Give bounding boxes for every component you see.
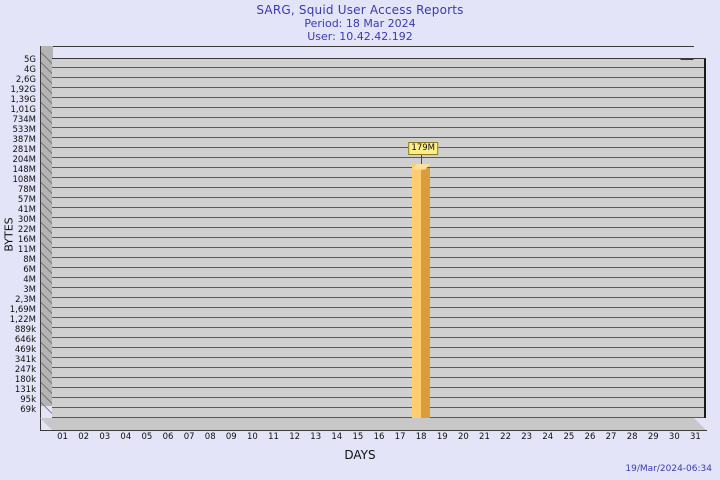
x-axis-tick-label: 14	[331, 432, 343, 442]
y-axis-tick-label: 1,39G	[10, 95, 36, 105]
x-axis-tick-label: 01	[57, 432, 68, 442]
x-axis-tick-label: 02	[78, 432, 90, 442]
y-axis-tick-label: 469k	[14, 345, 36, 355]
y-axis-tick-label: 4M	[23, 275, 36, 285]
y-axis-tick-label: 1,01G	[10, 105, 36, 115]
y-axis-tick-label: 8M	[23, 255, 36, 265]
x-axis-tick-label: 17	[394, 432, 406, 442]
report-user: User: 10.42.42.192	[307, 30, 413, 43]
y-axis-tick-label: 646k	[14, 335, 36, 345]
x-axis-tick-label: 19	[436, 432, 448, 442]
x-axis-tick-label: 10	[246, 432, 258, 442]
x-axis-tick-label: 25	[563, 432, 575, 442]
x-axis-tick-label: 12	[289, 432, 301, 442]
bar-right-face	[421, 167, 431, 418]
x-axis-tick-label: 08	[204, 432, 216, 442]
plot-top-edge	[52, 58, 706, 59]
bar-value-label: 179M	[408, 141, 438, 155]
bar-left-face	[412, 163, 422, 418]
x-axis-tick-label: 30	[668, 432, 680, 442]
y-axis-tick-label: 247k	[14, 365, 36, 375]
x-axis-tick-label: 24	[542, 432, 554, 442]
y-axis-tick-label: 734M	[12, 115, 36, 125]
x-axis-tick-label: 26	[584, 432, 596, 442]
x-axis-tick-label: 29	[647, 432, 659, 442]
y-axis-tick-label: 22M	[17, 225, 36, 235]
x-axis-tick-label: 05	[141, 432, 153, 442]
y-axis-tick-label: 281M	[12, 145, 36, 155]
x-axis-tick-label: 09	[225, 432, 237, 442]
y-axis-tick-label: 1,69M	[9, 305, 36, 315]
y-axis-tick-label: 1,92G	[10, 85, 36, 95]
x-axis-tick-label: 06	[162, 432, 174, 442]
x-axis-tick-label: 03	[99, 432, 111, 442]
x-axis-tick-label: 20	[457, 432, 469, 442]
y-axis-tick-label: 108M	[12, 175, 36, 185]
y-axis-tick-label: 1,22M	[9, 315, 36, 325]
x-axis-tick-label: 27	[605, 432, 617, 442]
x-axis-tick-label: 18	[415, 432, 427, 442]
y-axis-tick-label: 57M	[17, 195, 36, 205]
y-axis-tick-label: 6M	[23, 265, 36, 275]
y-axis-tick-label: 5G	[24, 55, 36, 65]
x-axis-tick-label: 16	[373, 432, 385, 442]
y-axis-tick-label: 30M	[17, 215, 36, 225]
y-axis-tick-label: 131k	[14, 385, 36, 395]
x-axis-tick-label: 28	[626, 432, 638, 442]
y-axis-tick-label: 3M	[23, 285, 36, 295]
x-axis-tick-label: 07	[183, 432, 195, 442]
y-axis-tick-label: 180k	[14, 375, 36, 385]
x-axis-tick-label: 21	[479, 432, 490, 442]
page-title: SARG, Squid User Access Reports	[256, 3, 464, 17]
x-axis-tick-label: 15	[352, 432, 364, 442]
x-axis-line	[40, 430, 707, 431]
generation-timestamp: 19/Mar/2024-06:34	[625, 464, 712, 474]
y-axis-tick-label: 204M	[12, 155, 36, 165]
y-axis-line	[40, 46, 41, 430]
x-axis-tick-label: 04	[120, 432, 132, 442]
bar-label-stem	[421, 154, 423, 164]
y-axis-tick-label: 11M	[17, 245, 36, 255]
y-axis-tick-label: 4G	[24, 65, 36, 75]
plot-depth-wall	[40, 46, 53, 425]
y-axis-tick-label: 387M	[12, 135, 36, 145]
y-axis-tick-label: 889k	[14, 325, 36, 335]
x-axis-tick-label: 13	[310, 432, 322, 442]
y-axis-labels: 5G 4G 2,6G 1,92G 1,39G 1,01G 734M 533M 387M 281M 2…	[0, 0, 38, 480]
bars-layer: 179M	[52, 58, 706, 418]
bar[interactable]	[412, 163, 431, 418]
plot-floor	[40, 418, 706, 430]
chart-title-block: SARG, Squid User Access Reports Period: …	[0, 3, 720, 44]
bar-top-face	[412, 163, 431, 170]
y-axis-title: BYTES	[2, 217, 16, 252]
y-axis-tick-label: 533M	[12, 125, 36, 135]
plot-back-top-edge	[40, 46, 694, 47]
y-axis-tick-label: 78M	[17, 185, 36, 195]
report-period: Period: 18 Mar 2024	[304, 17, 416, 30]
y-axis-tick-label: 2,6G	[15, 75, 36, 85]
x-axis-tick-label: 31	[690, 432, 701, 442]
y-axis-tick-label: 41M	[17, 205, 36, 215]
x-axis-tick-label: 23	[521, 432, 533, 442]
x-axis-tick-label: 11	[268, 432, 279, 442]
y-axis-tick-label: 148M	[12, 165, 36, 175]
y-axis-tick-label: 2,3M	[15, 295, 36, 305]
x-axis-labels: 01 02 03 04 05 06 07 08 09 10 11 12 13 14 15 16 17 18 19 20…	[0, 432, 720, 446]
y-axis-tick-label: 16M	[17, 235, 36, 245]
y-axis-tick-label: 341k	[14, 355, 36, 365]
y-axis-tick-label: 95k	[20, 395, 36, 405]
x-axis-tick-label: 22	[500, 432, 511, 442]
x-axis-title: DAYS	[344, 448, 376, 462]
y-axis-tick-label: 69k	[20, 405, 36, 415]
